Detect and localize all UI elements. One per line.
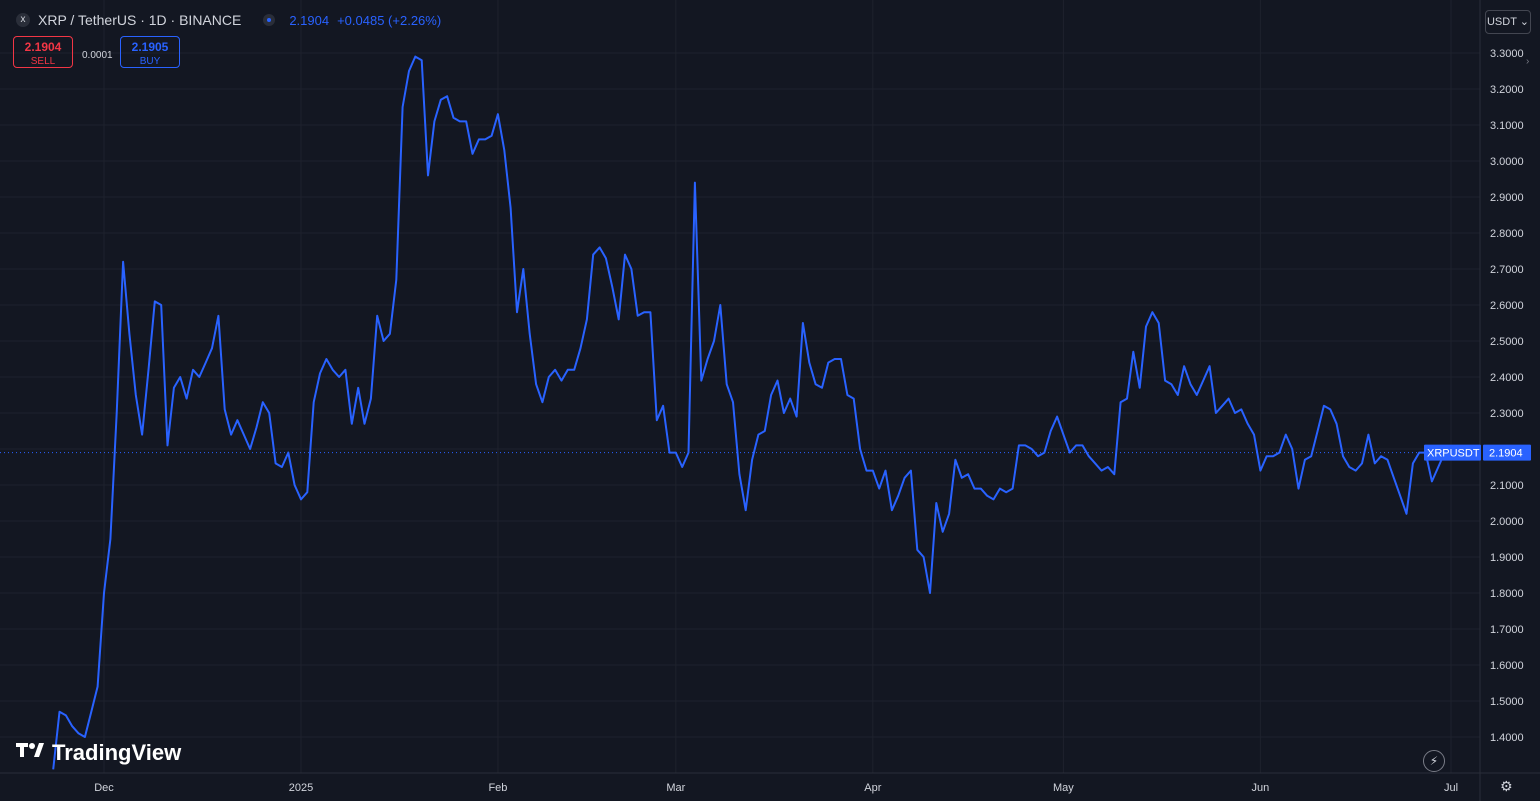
y-tick-label: 2.9000 <box>1490 192 1524 204</box>
brand-name: TradingView <box>52 740 182 765</box>
x-tick-label: Jun <box>1252 782 1270 794</box>
y-tick-label: 3.0000 <box>1490 156 1524 168</box>
market-status-icon[interactable] <box>263 14 276 26</box>
currency-button[interactable]: USDT ⌄ <box>1485 10 1531 34</box>
x-tick-label: Feb <box>488 782 507 794</box>
y-tick-label: 1.6000 <box>1490 660 1524 672</box>
x-tick-label: May <box>1053 782 1074 794</box>
y-tick-label: 3.3000 <box>1490 48 1524 60</box>
y-tick-label: 2.6000 <box>1490 300 1524 312</box>
x-tick-label: Dec <box>94 782 114 794</box>
x-tick-label: Apr <box>864 782 881 794</box>
x-tick-label: 2025 <box>289 782 313 794</box>
symbol-header: x XRP / TetherUS · 1D · BINANCE 2.1904 +… <box>16 12 441 28</box>
spread-value: 0.0001 <box>82 50 113 61</box>
last-price-tag: 2.1904 <box>1483 444 1531 461</box>
header-last-price: 2.1904 <box>289 12 330 28</box>
chevron-right-icon[interactable]: › <box>1526 56 1530 67</box>
y-tick-label: 2.0000 <box>1490 516 1524 528</box>
x-tick-label: Jul <box>1444 782 1458 794</box>
y-tick-label: 2.7000 <box>1490 264 1524 276</box>
y-tick-label: 1.4000 <box>1490 732 1524 744</box>
y-tick-label: 1.8000 <box>1490 588 1524 600</box>
y-tick-label: 1.9000 <box>1490 552 1524 564</box>
price-axis[interactable]: 1.4000 1.5000 1.6000 1.7000 1.8000 1.9000 2.00… <box>1490 48 1524 744</box>
lightning-icon[interactable]: ⚡ <box>1423 750 1445 772</box>
symbol-label-tag: XRPUSDT <box>1424 444 1481 461</box>
xrp-icon: x <box>16 13 30 27</box>
y-tick-label: 2.5000 <box>1490 336 1524 348</box>
tradingview-mark-icon <box>16 741 46 765</box>
gear-icon[interactable]: ⚙ <box>1500 778 1513 794</box>
sell-price: 2.1904 <box>24 40 62 54</box>
sell-label: SELL <box>30 56 56 67</box>
buy-button[interactable]: 2.1905 BUY <box>120 36 180 68</box>
buy-label: BUY <box>139 56 161 67</box>
y-tick-label: 3.1000 <box>1490 120 1524 132</box>
symbol-label: XRPUSDT <box>1427 448 1480 460</box>
header-change: +0.0485 (+2.26%) <box>337 12 442 28</box>
y-tick-label: 2.4000 <box>1490 372 1524 384</box>
y-tick-label: 2.3000 <box>1490 408 1524 420</box>
sell-button[interactable]: 2.1904 SELL <box>13 36 73 68</box>
last-price-label: 2.1904 <box>1489 448 1523 460</box>
tradingview-logo: TradingView <box>16 740 181 766</box>
time-axis[interactable]: Dec 2025 Feb Mar Apr May Jun Jul <box>94 782 1458 794</box>
buy-price: 2.1905 <box>131 40 169 54</box>
price-series-line <box>52 55 1446 770</box>
y-tick-label: 2.1000 <box>1490 480 1524 492</box>
y-tick-label: 2.8000 <box>1490 228 1524 240</box>
symbol-title[interactable]: XRP / TetherUS · 1D · BINANCE <box>38 12 242 28</box>
x-tick-label: Mar <box>666 782 685 794</box>
y-tick-label: 1.7000 <box>1490 624 1524 636</box>
chart-grid <box>0 0 1480 773</box>
y-tick-label: 3.2000 <box>1490 84 1524 96</box>
y-tick-label: 1.5000 <box>1490 696 1524 708</box>
